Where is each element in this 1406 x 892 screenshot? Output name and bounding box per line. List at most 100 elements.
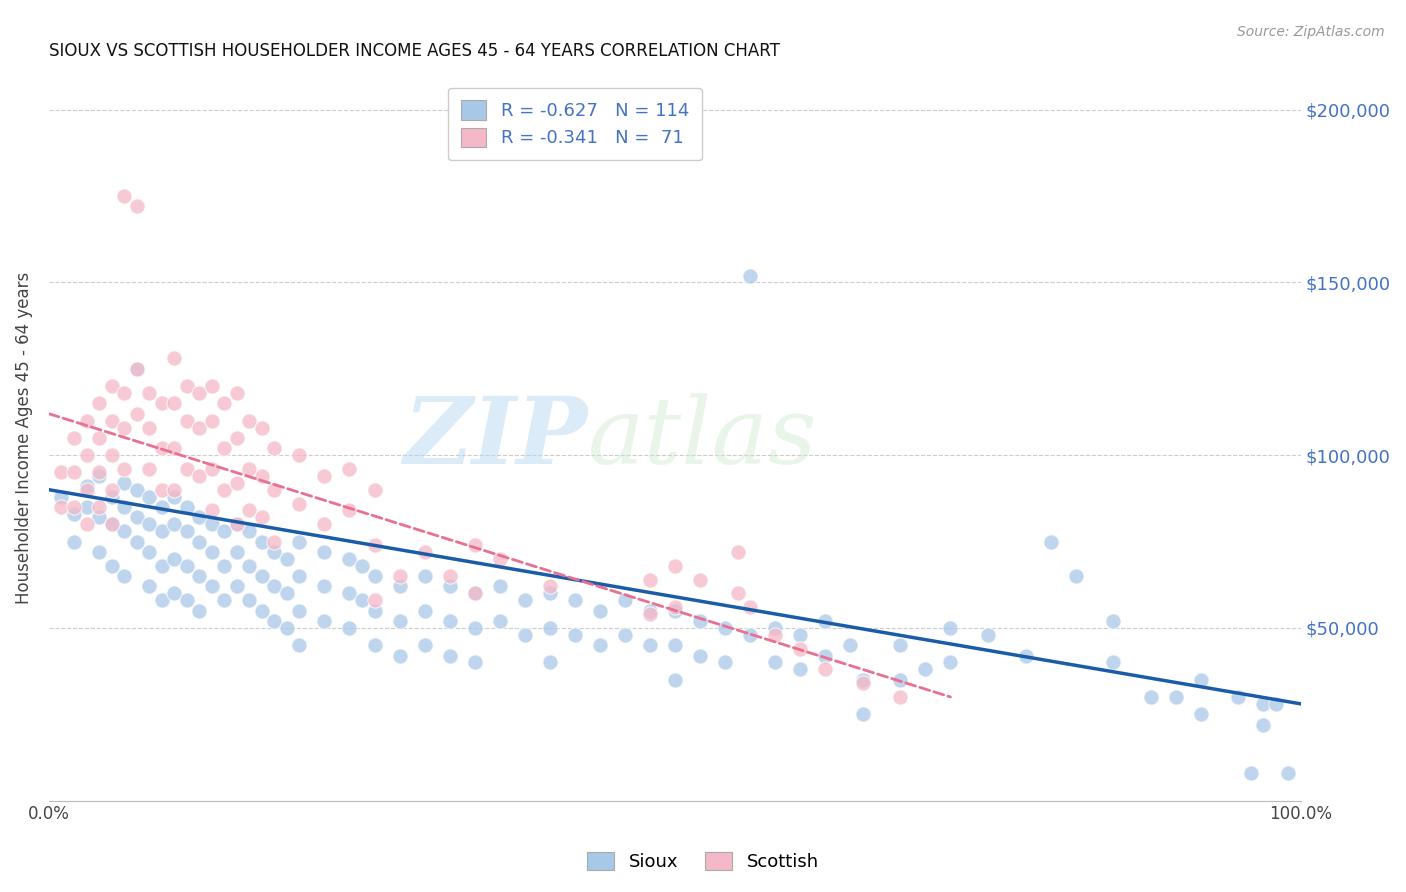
Point [214, 558, 236, 573]
Point [538, 656, 561, 670]
Point [100, 558, 122, 573]
Point [1064, 569, 1087, 583]
Point [138, 517, 160, 532]
Point [87, 510, 110, 524]
Point [1164, 690, 1187, 704]
Text: ZIP: ZIP [404, 392, 588, 483]
Point [138, 490, 160, 504]
Point [138, 420, 160, 434]
Point [889, 690, 911, 704]
Point [238, 558, 260, 573]
Point [464, 621, 486, 635]
Text: atlas: atlas [588, 392, 817, 483]
Point [763, 628, 786, 642]
Point [112, 420, 135, 434]
Point [214, 593, 236, 607]
Point [564, 593, 586, 607]
Point [125, 483, 148, 497]
Point [1277, 766, 1299, 780]
Point [1102, 614, 1125, 628]
Point [263, 579, 285, 593]
Point [176, 379, 198, 393]
Point [339, 621, 361, 635]
Point [150, 593, 173, 607]
Point [1139, 690, 1161, 704]
Point [63, 500, 86, 514]
Point [314, 545, 336, 559]
Point [763, 621, 786, 635]
Point [789, 628, 811, 642]
Point [125, 361, 148, 376]
Point [188, 569, 211, 583]
Point [214, 483, 236, 497]
Text: SIOUX VS SCOTTISH HOUSEHOLDER INCOME AGES 45 - 64 YEARS CORRELATION CHART: SIOUX VS SCOTTISH HOUSEHOLDER INCOME AGE… [49, 42, 780, 60]
Point [363, 483, 385, 497]
Point [538, 579, 561, 593]
Point [238, 462, 260, 476]
Point [439, 569, 461, 583]
Point [188, 386, 211, 401]
Point [63, 466, 86, 480]
Point [740, 600, 762, 615]
Point [689, 648, 711, 663]
Point [439, 614, 461, 628]
Point [288, 497, 311, 511]
Point [513, 628, 536, 642]
Point [176, 414, 198, 428]
Point [276, 586, 298, 600]
Point [288, 448, 311, 462]
Point [163, 490, 186, 504]
Text: Source: ZipAtlas.com: Source: ZipAtlas.com [1237, 25, 1385, 39]
Point [100, 517, 122, 532]
Legend: R = -0.627   N = 114, R = -0.341   N =  71: R = -0.627 N = 114, R = -0.341 N = 71 [449, 87, 702, 161]
Point [439, 648, 461, 663]
Point [613, 593, 636, 607]
Point [250, 534, 273, 549]
Point [163, 586, 186, 600]
Point [238, 503, 260, 517]
Point [314, 579, 336, 593]
Point [188, 604, 211, 618]
Point [839, 638, 862, 652]
Point [150, 558, 173, 573]
Point [1189, 707, 1212, 722]
Point [201, 503, 224, 517]
Point [263, 534, 285, 549]
Point [288, 569, 311, 583]
Point [814, 614, 837, 628]
Point [76, 448, 98, 462]
Point [388, 614, 411, 628]
Point [664, 558, 686, 573]
Point [538, 586, 561, 600]
Point [814, 648, 837, 663]
Point [176, 593, 198, 607]
Point [1227, 690, 1250, 704]
Point [201, 517, 224, 532]
Point [1039, 534, 1062, 549]
Point [51, 500, 73, 514]
Point [225, 517, 247, 532]
Point [763, 656, 786, 670]
Point [163, 442, 186, 456]
Point [112, 462, 135, 476]
Point [727, 586, 749, 600]
Point [852, 707, 875, 722]
Point [939, 621, 962, 635]
Point [977, 628, 1000, 642]
Point [76, 517, 98, 532]
Point [689, 614, 711, 628]
Point [76, 500, 98, 514]
Point [464, 586, 486, 600]
Point [188, 534, 211, 549]
Point [914, 662, 936, 676]
Point [789, 641, 811, 656]
Point [188, 469, 211, 483]
Point [363, 538, 385, 552]
Point [150, 442, 173, 456]
Point [214, 524, 236, 538]
Point [727, 545, 749, 559]
Point [100, 414, 122, 428]
Point [363, 593, 385, 607]
Point [138, 386, 160, 401]
Point [225, 431, 247, 445]
